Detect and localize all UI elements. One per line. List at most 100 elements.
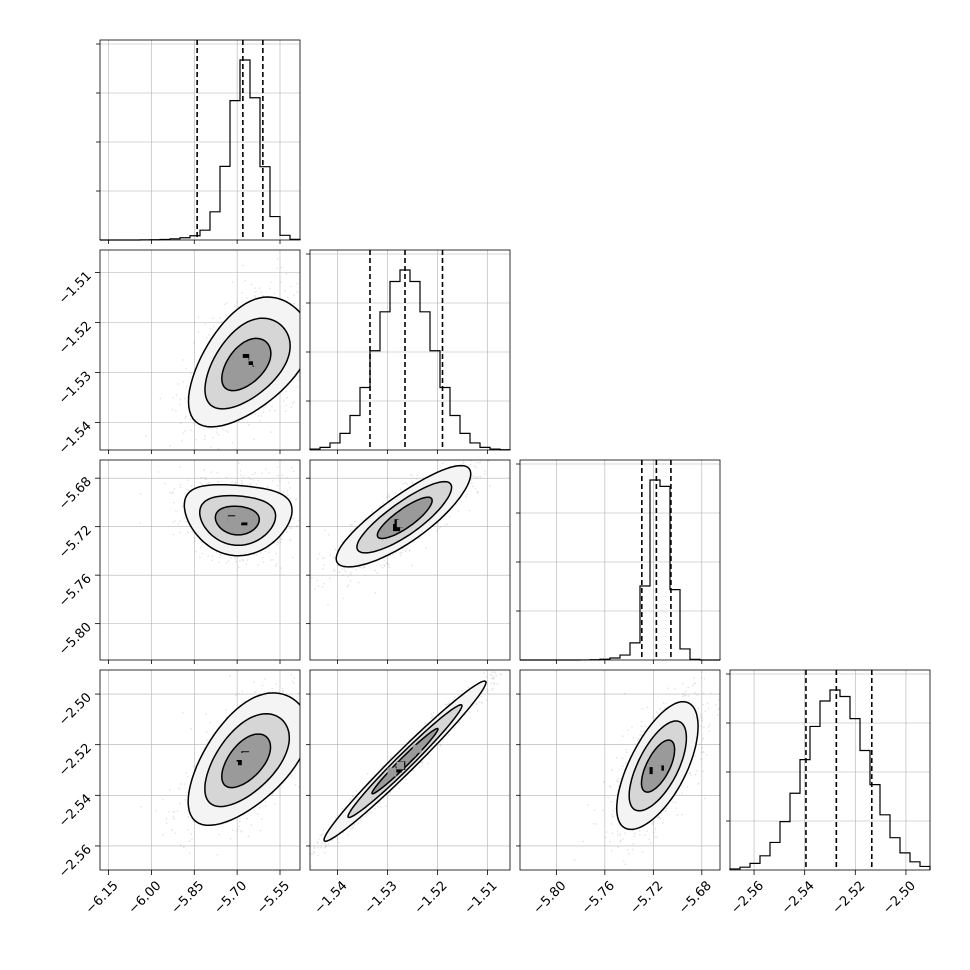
density-peak-cell: [387, 767, 397, 777]
density-peak-cell: [232, 761, 238, 768]
x-tick-label: −5.70: [211, 878, 250, 917]
x-tick-label: −5.68: [676, 878, 715, 917]
x-tick-label: −5.76: [579, 878, 618, 917]
contour-2: [356, 480, 453, 554]
density-peak-cell: [396, 761, 405, 770]
y-tick-label: −5.76: [56, 571, 95, 610]
y-tick-label: −5.68: [56, 474, 95, 513]
density-peak-cell: [654, 756, 664, 765]
y-axis-2: −1.54 −1.53 −1.52 −1.51: [56, 269, 100, 458]
sample-points: [310, 460, 491, 606]
sample-points: [139, 460, 300, 569]
panel-background: [100, 40, 300, 240]
x-tick-label: −2.52: [830, 878, 869, 917]
scatter-panel-4-2: [309, 669, 511, 871]
contour-1: [187, 296, 300, 428]
x-axis-2: −1.54 −1.53 −1.52 −1.51: [312, 870, 501, 917]
scatter-panel-3-2: [309, 459, 511, 661]
density-peak-cell: [396, 519, 405, 528]
y-tick-label: −1.54: [56, 419, 95, 458]
contour-1: [187, 692, 300, 827]
y-tick-label: −2.54: [56, 792, 95, 831]
contour-1: [335, 464, 472, 568]
histogram-step-4: [729, 689, 931, 870]
x-tick-label: −5.80: [531, 878, 570, 917]
x-axis-1: −6.15 −6.00 −5.85 −5.70 −5.55: [83, 870, 293, 917]
panel-frame: [309, 249, 511, 451]
panel-frame: [99, 39, 301, 241]
density-peak-cell: [248, 366, 255, 373]
y-tick-label: −2.52: [56, 741, 95, 780]
x-tick-label: −1.54: [312, 878, 351, 917]
x-tick-label: −5.85: [169, 878, 208, 917]
panel-background: [310, 250, 510, 450]
density-peak-cell: [239, 357, 249, 367]
scatter-panel-4-3: [519, 669, 721, 871]
panel-frame: [99, 459, 301, 661]
x-tick-label: −2.54: [779, 878, 818, 917]
histogram-panel-3: [516, 459, 721, 661]
contour-1: [323, 680, 487, 843]
density-peak-cell: [240, 514, 249, 523]
y-tick-label: −1.52: [56, 319, 95, 358]
y-tick-label: −5.72: [56, 523, 95, 562]
contour-1: [183, 483, 293, 557]
panel-frame: [99, 669, 301, 871]
contour-2: [198, 494, 277, 547]
y-tick-label: −2.56: [56, 842, 95, 881]
x-tick-label: −2.50: [880, 878, 919, 917]
panel-frame: [519, 459, 721, 661]
x-tick-label: −1.52: [412, 878, 451, 917]
density-peak-cell: [248, 361, 255, 367]
contour-2: [204, 713, 291, 808]
contour-3: [640, 739, 676, 793]
histogram-step-2: [309, 269, 511, 451]
scatter-panel-2-1: [99, 249, 301, 451]
density-peak-cell: [409, 750, 416, 757]
panel-frame: [309, 459, 511, 661]
contour-3: [221, 337, 272, 392]
density-peak-cell: [653, 760, 659, 766]
x-tick-label: −1.51: [462, 878, 501, 917]
y-tick-label: −1.53: [56, 369, 95, 408]
contour-3: [376, 496, 433, 540]
histogram-panel-1: [96, 39, 301, 241]
density-peak-cell: [243, 752, 251, 761]
y-axis-4: −2.56 −2.54 −2.52 −2.50: [56, 690, 100, 881]
x-tick-label: −5.72: [628, 878, 667, 917]
density-fill-3: [372, 728, 438, 794]
contour-2: [628, 720, 688, 812]
x-tick-label: −6.00: [126, 878, 165, 917]
density-peak-cell: [244, 759, 253, 768]
panel-frame: [99, 249, 301, 451]
contour-3: [371, 727, 439, 795]
y-tick-label: −2.50: [56, 690, 95, 729]
x-tick-label: −2.56: [728, 878, 767, 917]
contour-1: [615, 700, 699, 831]
histogram-panel-4: [726, 669, 931, 871]
y-axis-3: −5.80 −5.76 −5.72 −5.68: [56, 474, 100, 659]
panel-frame: [309, 669, 511, 871]
panel-frame: [519, 669, 721, 871]
x-tick-label: −1.53: [362, 878, 401, 917]
density-peak-cell: [398, 512, 408, 521]
density-peak-cell: [412, 744, 421, 753]
scatter-panel-4-1: [99, 669, 301, 871]
density-peak-cell: [253, 358, 261, 366]
density-peak-cell: [236, 760, 242, 766]
density-peak-cell: [407, 508, 416, 518]
contour-3: [221, 733, 272, 789]
density-peak-cell: [653, 768, 662, 777]
panel-frame: [729, 669, 931, 871]
density-peak-cell: [234, 521, 242, 529]
density-peak-cell: [242, 354, 250, 361]
x-axis-3: −5.80 −5.76 −5.72 −5.68: [531, 870, 715, 917]
contour-3: [214, 505, 261, 536]
panel-background: [730, 670, 930, 870]
contour-2: [204, 317, 291, 410]
y-tick-label: −1.51: [56, 269, 95, 308]
y-tick-label: −5.80: [56, 620, 95, 659]
scatter-panel-3-1: [99, 459, 301, 661]
x-tick-label: −5.55: [254, 878, 293, 917]
